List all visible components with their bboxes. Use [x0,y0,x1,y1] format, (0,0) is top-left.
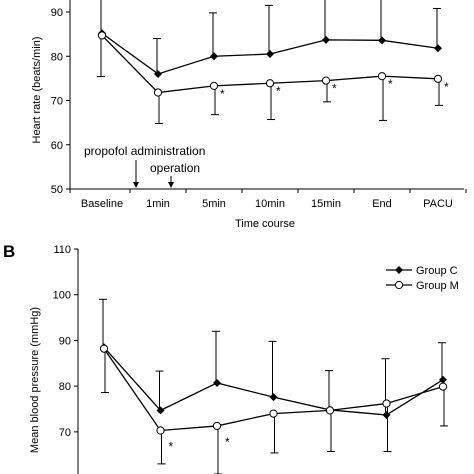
significance-mark: * [332,82,337,96]
data-point-group-m [377,72,387,81]
y-tick-label: 110 [53,244,71,256]
significance-mark: * [388,77,393,91]
blood-pressure-chart: B 70 80 90 100 110 * * Mean blood pressure (m… [3,242,459,474]
data-point-group-m [321,76,331,85]
data-point-group-c [266,50,274,59]
significance-mark: * [169,440,174,454]
data-point-group-m [269,409,278,418]
data-point-group-m [433,74,443,83]
data-point-group-m [153,88,163,97]
significance-mark: * [225,435,230,449]
data-point-group-m [325,406,335,415]
y-tick-label: 70 [51,96,63,108]
data-point-group-m [212,421,222,431]
x-tick-label: 5min [202,198,226,210]
legend-label-group-m: Group M [416,280,459,292]
data-point-group-c [210,52,218,61]
x-tick-label: 15min [311,198,341,210]
y-tick-label: 60 [51,140,63,152]
data-point-group-c [156,406,165,415]
data-point-group-m [438,382,448,391]
significance-mark: * [276,84,281,98]
data-point-group-m [209,81,219,90]
data-point-group-m [382,399,391,408]
data-point-group-c [322,35,330,44]
legend: Group C Group M [386,265,459,292]
x-tick-label: 10min [255,198,285,210]
data-point-group-c [439,375,447,384]
annotation-propofol: propofol administration [84,144,205,158]
x-tick-label: PACU [423,198,453,210]
panel-letter-b: B [3,242,15,261]
data-point-group-m [97,31,107,40]
data-point-group-m [99,344,109,353]
significance-mark: * [220,87,225,101]
diamond-marker-icon [395,266,403,274]
annotation-operation: operation [150,161,200,175]
data-point-group-c [434,44,442,53]
data-point-group-c [382,410,391,419]
data-point-group-c [378,36,386,45]
x-tick-label: 1min [146,198,170,210]
data-point-group-m [156,426,165,435]
arrow-propofol [133,160,139,188]
legend-item-group-c: Group C [386,265,458,277]
data-point-group-c [213,378,221,387]
legend-item-group-m: Group M [386,280,459,292]
data-point-group-c [269,393,278,402]
arrow-operation [168,176,174,188]
series-line-group-c [103,346,444,416]
x-axis-label-a: Time course [235,218,295,230]
y-tick-label: 70 [59,427,71,439]
y-tick-label: 90 [51,7,63,19]
legend-label-group-c: Group C [416,265,458,277]
y-tick-label: 90 [59,335,71,347]
heart-rate-chart: 50 60 70 80 90 Baseline 1min 5min 10min 15min End… [31,0,467,230]
x-tick-label: Baseline [81,198,123,210]
data-point-group-c [154,69,162,78]
y-tick-label: 80 [51,51,63,63]
series-line-group-m [103,348,444,432]
y-axis-label-b: Mean blood pressure (mmHg) [29,307,41,453]
data-point-group-m [265,79,275,88]
y-tick-label: 80 [59,381,71,393]
y-tick-label: 50 [51,184,63,196]
y-axis-label-a: Heart rate (beats/min) [31,37,43,144]
y-tick-label: 100 [53,290,71,302]
significance-mark: * [444,80,449,94]
x-tick-label: End [372,198,392,210]
circle-marker-icon [394,280,404,290]
